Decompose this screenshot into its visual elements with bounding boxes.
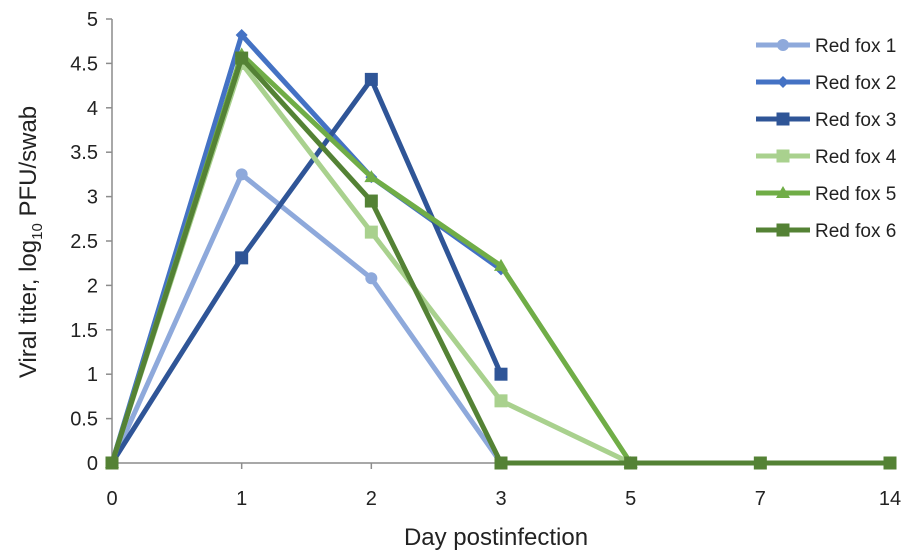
x-tick-label: 2 [366,488,377,510]
data-point [753,456,767,470]
legend-item: Red fox 5 [756,184,896,205]
series-line [109,76,504,465]
data-point [494,394,508,408]
series-red-fox-5 [105,47,638,468]
legend: Red fox 1 Red fox 2 Red fox 3 Red fox 4 Red … [756,36,897,242]
y-axis-title-suffix: PFU/swab [15,106,42,223]
legend-label: Red fox 3 [815,110,896,131]
legend-label: Red fox 1 [815,36,896,57]
data-point [364,225,378,239]
x-tick-label: 1 [236,488,247,510]
legend-label: Red fox 5 [815,184,896,205]
legend-marker [776,186,790,198]
x-tick-label: 14 [879,488,901,510]
y-tick-label: 1 [87,364,98,386]
series-line [109,32,503,464]
series-line [109,60,632,466]
legend-item: Red fox 3 [756,110,896,131]
series-red-fox-4 [105,56,638,470]
series-line [109,52,633,465]
legend-marker [776,223,790,237]
y-tick-label: 4.5 [70,53,98,75]
data-point [494,456,508,470]
legend-item: Red fox 6 [756,221,896,242]
data-point [235,168,248,181]
data-point [883,456,897,470]
legend-marker [777,39,789,51]
series-red-fox-6 [105,51,897,470]
data-point [365,272,378,285]
x-axis-title: Day postinfection [404,524,588,551]
y-tick-label: 0 [87,453,98,475]
y-ticks: 0 0.5 1 1.5 2 2.5 3 3.5 4 4.5 5 [70,9,112,475]
data-point [494,258,508,271]
y-tick-label: 5 [87,9,98,31]
data-point [105,456,119,470]
data-point [364,194,378,208]
legend-item: Red fox 4 [756,147,897,168]
data-point [235,28,248,41]
series-red-fox-1 [106,168,507,469]
y-tick-label: 2 [87,275,98,297]
series-line [109,171,504,465]
series-layer [105,28,897,470]
x-tick-label: 7 [755,488,766,510]
y-axis-title-subscript: 10 [29,223,46,240]
y-tick-label: 3.5 [70,142,98,164]
legend-label: Red fox 6 [815,221,896,242]
data-point [624,456,638,470]
legend-item: Red fox 2 [756,73,896,94]
legend-marker [776,149,790,163]
x-ticks: 0 1 2 3 5 7 14 [106,463,901,510]
y-tick-label: 1.5 [70,320,98,342]
x-tick-label: 5 [625,488,636,510]
y-axis-title: Viral titer, log10 PFU/swab [15,106,46,378]
y-axis-title-prefix: Viral titer, log [15,240,42,378]
legend-marker [776,112,790,126]
legend-marker [777,76,789,88]
data-point [235,51,249,65]
legend-label: Red fox 2 [815,73,896,94]
x-tick-label: 3 [495,488,506,510]
data-point [364,72,378,86]
y-tick-label: 4 [87,98,98,120]
legend-label: Red fox 4 [815,147,897,168]
legend-item: Red fox 1 [756,36,896,57]
y-tick-label: 3 [87,187,98,209]
y-tick-label: 2.5 [70,231,98,253]
data-point [235,251,249,265]
data-point [494,367,508,381]
y-tick-label: 0.5 [70,409,98,431]
x-tick-label: 0 [106,488,117,510]
data-point [364,170,379,183]
